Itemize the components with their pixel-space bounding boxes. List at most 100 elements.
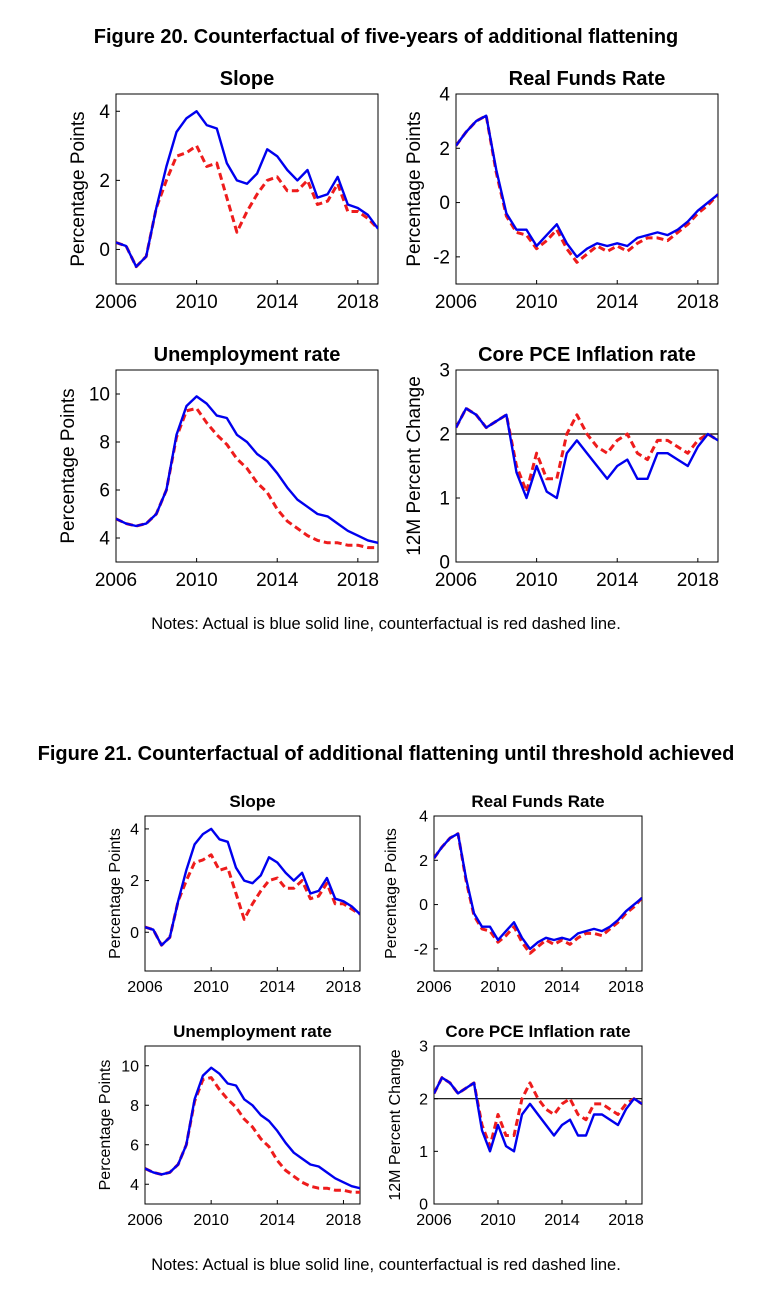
x-tick-label: 2010 (175, 292, 217, 313)
panel-title: Core PCE Inflation rate (445, 1022, 630, 1041)
panel-8: Core PCE Inflation rate 2006 2010 2014 2018 0… (387, 1022, 644, 1229)
x-tick-label: 2010 (193, 979, 229, 996)
x-tick-label: 2006 (416, 979, 452, 996)
x-tick-label: 2018 (326, 1212, 362, 1229)
y-tick-label: -2 (414, 941, 428, 958)
panel-title: Slope (220, 68, 274, 90)
series-line-actual (145, 827, 360, 947)
x-tick-label: 2006 (435, 570, 477, 591)
y-tick-label: 4 (419, 809, 428, 826)
plot-frame (115, 93, 379, 285)
series-line-actual (456, 407, 718, 500)
y-tick-label: 4 (99, 529, 110, 550)
series-line-counterfactual (434, 832, 642, 955)
series-line-counterfactual (456, 406, 718, 494)
x-tick-label: 2018 (608, 1212, 644, 1229)
series-line-counterfactual (116, 144, 378, 269)
y-tick-label: 0 (419, 1197, 428, 1214)
x-tick-label: 2018 (337, 570, 379, 591)
x-tick-label: 2010 (480, 1212, 516, 1229)
y-tick-label: 2 (439, 425, 450, 446)
y-axis-label: Percentage Points (97, 1060, 114, 1191)
y-tick-label: 6 (99, 481, 110, 502)
plot-frame (115, 369, 379, 563)
x-tick-label: 2018 (337, 292, 379, 313)
series-line-counterfactual (434, 1076, 642, 1148)
panel-5: Slope 2006 2010 2014 2018 0 2 4 Percentage Point… (107, 792, 361, 996)
x-tick-label: 2006 (95, 570, 137, 591)
x-tick-label: 2014 (260, 1212, 296, 1229)
panel-title: Core PCE Inflation rate (478, 344, 696, 366)
x-tick-label: 2018 (326, 979, 362, 996)
y-axis-label: 12M Percent Change (387, 1049, 404, 1200)
x-tick-label: 2014 (596, 292, 639, 313)
plot-frame (455, 369, 719, 563)
y-tick-label: 3 (439, 361, 450, 382)
y-tick-label: 2 (130, 873, 139, 890)
panel-title: Real Funds Rate (509, 68, 666, 90)
y-tick-label: -2 (433, 248, 450, 269)
x-tick-label: 2014 (256, 292, 299, 313)
x-tick-label: 2006 (435, 292, 477, 313)
figure21-title: Figure 21. Counterfactual of additional … (38, 743, 735, 765)
y-tick-label: 4 (99, 102, 110, 123)
series-line-actual (145, 1066, 360, 1190)
x-tick-label: 2010 (515, 570, 557, 591)
panel-4: Core PCE Inflation rate 2006 2010 2014 2018 0… (404, 344, 719, 591)
y-tick-label: 0 (439, 193, 450, 214)
x-tick-label: 2014 (256, 570, 299, 591)
y-tick-label: 2 (419, 1091, 428, 1108)
y-tick-label: 4 (130, 822, 139, 839)
y-tick-label: 4 (130, 1177, 139, 1194)
y-axis-label: Percentage Points (404, 111, 425, 266)
series-line-actual (456, 114, 718, 259)
x-tick-label: 2018 (677, 292, 719, 313)
y-tick-label: 1 (439, 489, 450, 510)
x-tick-label: 2010 (175, 570, 217, 591)
x-tick-label: 2014 (544, 979, 580, 996)
y-tick-label: 3 (419, 1039, 428, 1056)
x-tick-label: 2006 (127, 979, 163, 996)
y-axis-label: Percentage Points (107, 828, 124, 959)
y-tick-label: 2 (419, 853, 428, 870)
series-line-actual (434, 1076, 642, 1153)
panel-title: Real Funds Rate (471, 792, 604, 811)
series-line-actual (116, 395, 378, 544)
y-axis-label: Percentage Points (68, 111, 89, 266)
x-tick-label: 2006 (416, 1212, 452, 1229)
y-tick-label: 10 (121, 1058, 139, 1075)
y-tick-label: 1 (419, 1144, 428, 1161)
x-tick-label: 2006 (127, 1212, 163, 1229)
panel-2: Real Funds Rate 2006 2010 2014 2018 -2 0 2 4 Perc… (404, 68, 719, 313)
y-tick-label: 4 (439, 85, 450, 106)
x-tick-label: 2006 (95, 292, 137, 313)
x-tick-label: 2010 (515, 292, 557, 313)
plot-frame (144, 815, 361, 972)
plot-frame (433, 1045, 643, 1205)
series-line-actual (116, 110, 378, 268)
panel-title: Unemployment rate (173, 1022, 332, 1041)
y-axis-label: Percentage Points (383, 828, 400, 959)
panel-6: Real Funds Rate 2006 2010 2014 2018 -2 0 2 4 Perc… (383, 792, 644, 996)
plot-frame (433, 815, 643, 972)
y-tick-label: 8 (130, 1098, 139, 1115)
panel-3: Unemployment rate 2006 2010 2014 2018 4 6 8 10 Pe… (58, 344, 379, 591)
series-line-counterfactual (145, 1076, 360, 1194)
x-tick-label: 2014 (260, 979, 296, 996)
y-axis-label: Percentage Points (58, 388, 79, 543)
figure20-title: Figure 20. Counterfactual of five-years … (94, 26, 679, 48)
x-tick-label: 2014 (596, 570, 639, 591)
x-tick-label: 2014 (544, 1212, 580, 1229)
panel-7: Unemployment rate 2006 2010 2014 2018 4 6 8 10 Pe… (97, 1022, 361, 1229)
panel-title: Slope (229, 792, 275, 811)
y-tick-label: 0 (130, 925, 139, 942)
series-line-actual (434, 832, 642, 951)
y-tick-label: 10 (89, 385, 110, 406)
x-tick-label: 2010 (480, 979, 516, 996)
y-tick-label: 8 (99, 433, 110, 454)
panel-1: Slope 2006 2010 2014 2018 0 2 4 Percentage Point… (68, 68, 379, 313)
plot-frame (144, 1045, 361, 1205)
plot-frame (455, 93, 719, 285)
y-tick-label: 0 (419, 897, 428, 914)
